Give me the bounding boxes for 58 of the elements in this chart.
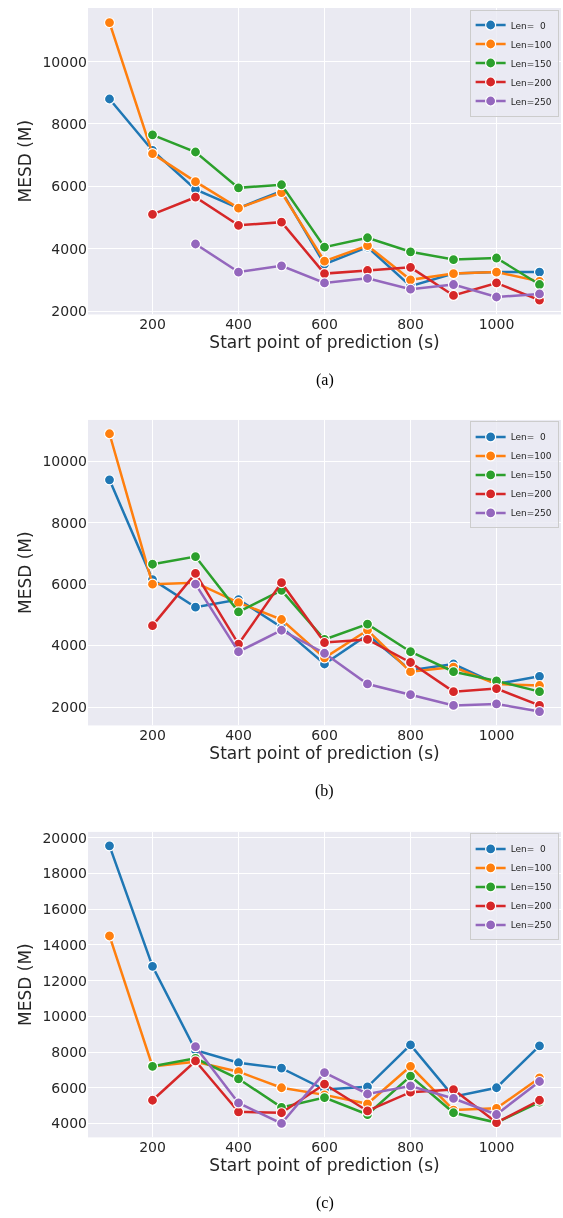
y-axis-title: MESD (M): [15, 119, 35, 203]
legend-label: Len=200: [510, 489, 552, 500]
legend-label: Len=250: [510, 920, 552, 931]
legend-label: Len=250: [510, 508, 552, 519]
y-tick-label: 2000: [51, 302, 87, 319]
y-tick-label: 6000: [51, 576, 87, 593]
y-tick-label: 4000: [51, 637, 87, 654]
text: (a): [316, 371, 334, 389]
x-tick-label: 600: [311, 1139, 338, 1156]
x-tick-label: 1000: [478, 727, 515, 744]
x-tick-label: 1000: [478, 316, 515, 333]
legend-label: Len= 0: [510, 844, 546, 855]
y-tick-label: 6000: [51, 178, 87, 195]
legend-label: Len=100: [510, 39, 552, 50]
legend-label: Len=200: [510, 77, 552, 88]
legend-label: Len= 0: [510, 20, 546, 31]
x-tick-label: 400: [225, 727, 252, 744]
x-tick-label: 800: [397, 316, 424, 333]
x-tick-label: 600: [311, 727, 338, 744]
x-tick-label: 600: [311, 316, 338, 333]
legend-label: Len=150: [510, 58, 552, 69]
x-tick-label: 400: [225, 1139, 252, 1156]
y-tick-label: 20000: [42, 829, 87, 846]
y-tick-label: 8000: [51, 1043, 87, 1060]
x-tick-label: 200: [139, 727, 166, 744]
x-axis-title: Start point of prediction (s): [209, 332, 440, 353]
legend-label: Len=100: [510, 451, 552, 462]
y-tick-label: 8000: [51, 514, 87, 531]
legend-label: Len=150: [510, 470, 552, 481]
y-tick-label: 4000: [51, 240, 87, 257]
y-tick-label: 10000: [42, 453, 87, 470]
x-axis-title: Start point of prediction (s): [209, 743, 440, 764]
legend-label: Len=100: [510, 863, 552, 874]
legend-label: Len= 0: [510, 432, 546, 443]
x-tick-label: 1000: [478, 1139, 515, 1156]
y-tick-label: 10000: [42, 53, 87, 70]
x-tick-label: 200: [139, 1139, 166, 1156]
y-tick-label: 2000: [51, 698, 87, 715]
y-tick-label: 8000: [51, 115, 87, 132]
x-tick-label: 800: [397, 727, 424, 744]
y-tick-label: 4000: [51, 1115, 87, 1132]
y-tick-label: 10000: [42, 1008, 87, 1025]
text: (b): [315, 782, 334, 800]
text: (c): [316, 1194, 334, 1212]
y-axis-title: MESD (M): [15, 943, 35, 1026]
y-axis-title: MESD (M): [15, 531, 35, 614]
legend-label: Len=200: [510, 901, 552, 912]
x-tick-label: 400: [225, 316, 252, 333]
x-axis-title: Start point of prediction (s): [209, 1155, 440, 1176]
legend-label: Len=150: [510, 882, 552, 893]
y-tick-label: 14000: [42, 936, 87, 953]
legend-label: Len=250: [510, 96, 552, 107]
x-tick-label: 200: [139, 316, 166, 333]
y-tick-label: 6000: [51, 1079, 87, 1096]
y-tick-label: 12000: [42, 972, 87, 989]
y-tick-label: 18000: [42, 865, 87, 882]
y-tick-label: 16000: [42, 901, 87, 918]
x-tick-label: 800: [397, 1139, 424, 1156]
